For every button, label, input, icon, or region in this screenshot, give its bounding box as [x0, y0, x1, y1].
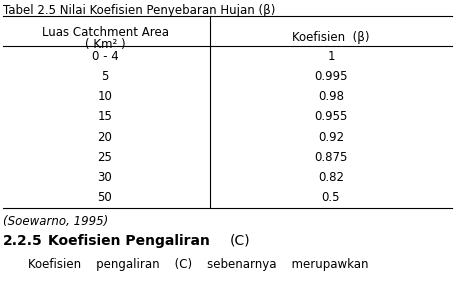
Text: 20: 20 — [97, 131, 112, 144]
Text: Koefisien    pengaliran    (C)    sebenarnya    merupawkan: Koefisien pengaliran (C) sebenarnya meru… — [28, 258, 369, 271]
Text: 30: 30 — [98, 171, 112, 184]
Text: 10: 10 — [97, 90, 112, 103]
Text: ( Km² ): ( Km² ) — [85, 38, 125, 51]
Text: (C): (C) — [230, 234, 251, 248]
Text: 0.92: 0.92 — [318, 131, 344, 144]
Text: 2.2.5: 2.2.5 — [3, 234, 43, 248]
Text: 0.875: 0.875 — [314, 151, 348, 164]
Text: 1: 1 — [327, 50, 335, 63]
Text: 15: 15 — [97, 110, 112, 123]
Text: 0.955: 0.955 — [314, 110, 348, 123]
Text: Koefisien Pengaliran: Koefisien Pengaliran — [48, 234, 215, 248]
Text: 0.995: 0.995 — [314, 70, 348, 83]
Text: 0.5: 0.5 — [322, 191, 340, 204]
Text: 0.82: 0.82 — [318, 171, 344, 184]
Text: 0 - 4: 0 - 4 — [91, 50, 118, 63]
Text: (Soewarno, 1995): (Soewarno, 1995) — [3, 215, 108, 228]
Text: 0.98: 0.98 — [318, 90, 344, 103]
Text: Luas Catchment Area: Luas Catchment Area — [41, 26, 168, 39]
Text: Koefisien  (β): Koefisien (β) — [292, 31, 370, 44]
Text: Tabel 2.5 Nilai Koefisien Penyebaran Hujan (β): Tabel 2.5 Nilai Koefisien Penyebaran Huj… — [3, 4, 275, 17]
Text: 5: 5 — [101, 70, 109, 83]
Text: 50: 50 — [98, 191, 112, 204]
Text: 25: 25 — [97, 151, 112, 164]
